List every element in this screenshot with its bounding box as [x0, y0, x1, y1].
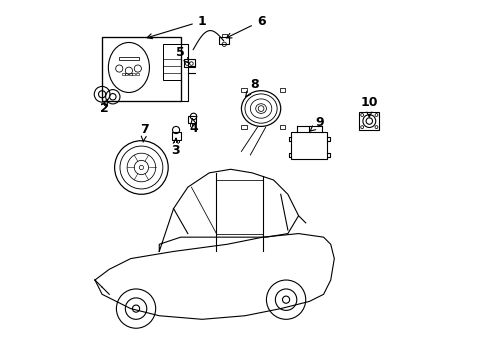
Text: 4: 4 [190, 118, 198, 135]
Text: 7: 7 [140, 123, 148, 142]
Bar [280, 88, 285, 93]
Text: 6: 6 [226, 14, 266, 38]
Bar [125, 73, 128, 75]
Bar [102, 37, 181, 102]
Bar [172, 132, 181, 140]
Bar [220, 37, 229, 44]
Bar [242, 88, 247, 93]
Bar [122, 73, 124, 75]
Bar [129, 73, 132, 75]
Text: 1: 1 [147, 14, 206, 39]
Bar [132, 73, 135, 75]
Text: 3: 3 [171, 138, 180, 157]
Bar [184, 59, 195, 67]
Text: 9: 9 [310, 116, 324, 131]
Bar [242, 125, 247, 129]
Text: 8: 8 [246, 78, 259, 97]
Bar [136, 73, 139, 75]
Text: 2: 2 [99, 99, 108, 115]
Bar [188, 116, 196, 123]
Text: 5: 5 [175, 46, 189, 63]
Bar [222, 33, 227, 37]
Text: 10: 10 [361, 96, 378, 117]
Bar [292, 132, 327, 158]
Bar [280, 125, 285, 129]
Bar [163, 44, 181, 80]
Bar [359, 112, 379, 130]
Bar [119, 58, 139, 60]
